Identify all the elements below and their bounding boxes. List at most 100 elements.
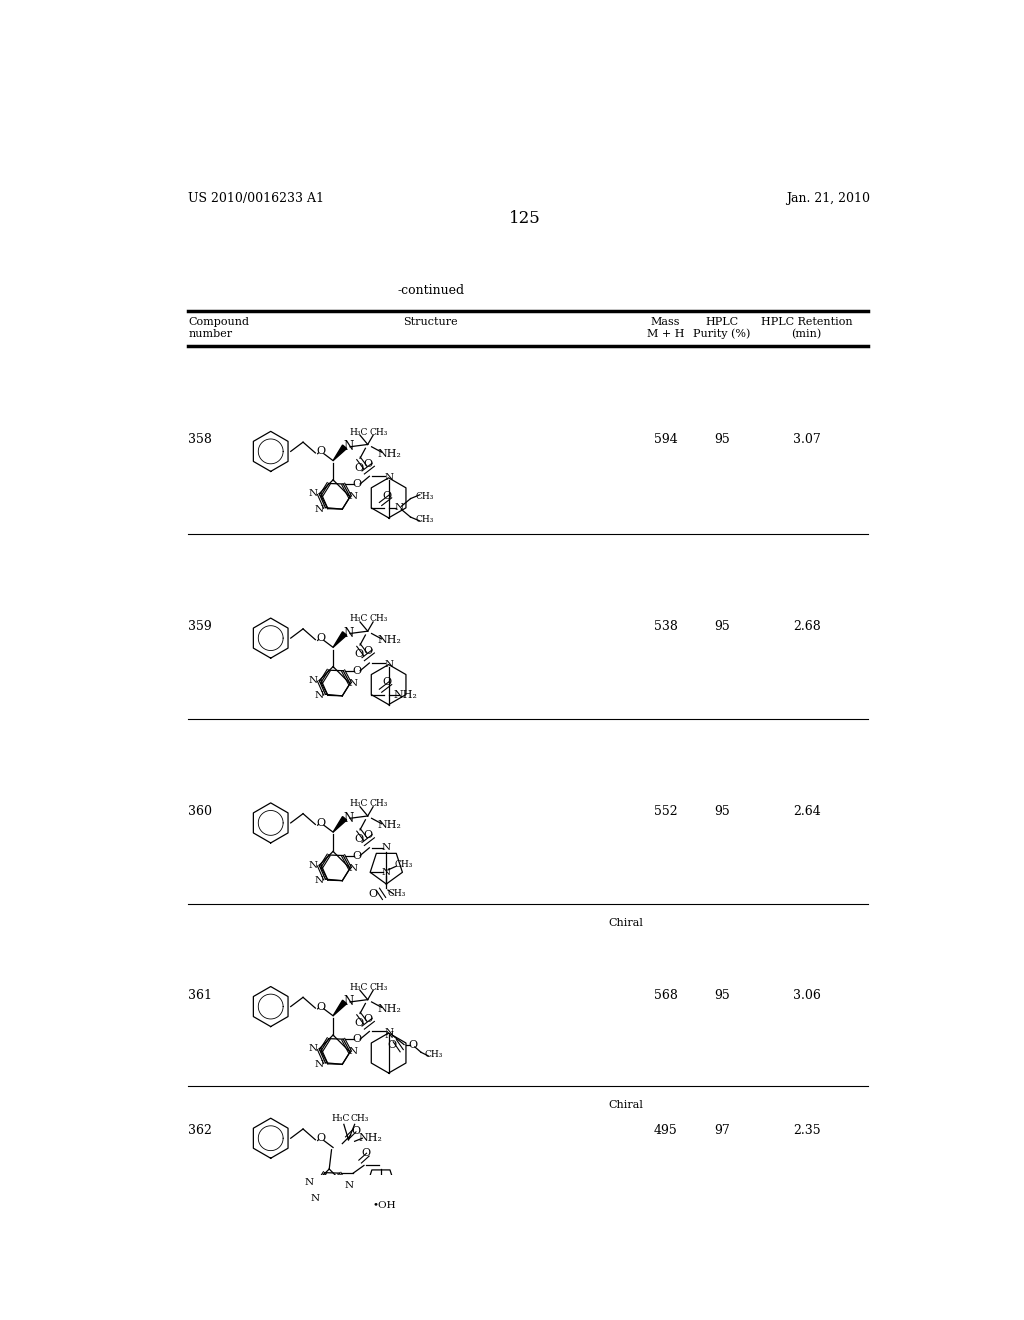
Text: CH₃: CH₃: [424, 1049, 442, 1059]
Text: 95: 95: [714, 433, 730, 446]
Text: N: N: [311, 1193, 319, 1203]
Text: H₃C: H₃C: [349, 428, 368, 437]
Text: O: O: [354, 834, 364, 843]
Text: O: O: [364, 645, 373, 656]
Text: CH₃: CH₃: [415, 492, 433, 500]
Text: 2.64: 2.64: [793, 805, 820, 818]
Text: number: number: [188, 329, 232, 339]
Text: N: N: [308, 676, 317, 685]
Text: 594: 594: [654, 433, 678, 446]
Polygon shape: [333, 817, 347, 832]
Text: O: O: [354, 462, 364, 473]
Text: NH₂: NH₂: [377, 1005, 401, 1014]
Text: NH₂: NH₂: [377, 820, 401, 830]
Text: NH₂: NH₂: [377, 449, 401, 458]
Text: 3.07: 3.07: [793, 433, 820, 446]
Text: Mass: Mass: [651, 317, 681, 327]
Text: O: O: [316, 634, 326, 643]
Text: •OH: •OH: [373, 1201, 396, 1210]
Text: O: O: [369, 888, 378, 899]
Text: 361: 361: [188, 989, 212, 1002]
Polygon shape: [333, 1001, 347, 1016]
Text: HPLC: HPLC: [706, 317, 738, 327]
Text: CH₃: CH₃: [370, 799, 388, 808]
Text: CH₃: CH₃: [415, 515, 433, 524]
Text: O: O: [352, 665, 361, 676]
Text: O: O: [352, 850, 361, 861]
Text: 552: 552: [654, 805, 678, 818]
Text: M + H: M + H: [647, 329, 684, 339]
Text: O: O: [382, 677, 391, 688]
Text: O: O: [316, 818, 326, 828]
Text: (min): (min): [792, 329, 821, 339]
Text: N: N: [314, 876, 324, 886]
Text: CH₃: CH₃: [387, 890, 406, 899]
Text: 538: 538: [653, 620, 678, 634]
Text: O: O: [354, 649, 364, 659]
Text: CH₃: CH₃: [395, 861, 414, 869]
Text: CH₃: CH₃: [370, 983, 388, 991]
Text: Jan. 21, 2010: Jan. 21, 2010: [785, 191, 869, 205]
Text: O: O: [354, 1018, 364, 1028]
Text: O: O: [364, 1014, 373, 1024]
Text: O: O: [316, 1134, 326, 1143]
Text: N: N: [382, 843, 391, 853]
Text: N: N: [394, 503, 403, 512]
Text: O: O: [360, 1148, 370, 1158]
Text: NH₂: NH₂: [377, 635, 401, 645]
Text: CH₃: CH₃: [370, 614, 388, 623]
Text: N: N: [348, 492, 357, 502]
Text: O: O: [316, 1002, 326, 1011]
Text: N: N: [308, 490, 317, 498]
Text: H₃C: H₃C: [349, 983, 368, 991]
Text: O: O: [351, 1126, 360, 1135]
Text: O: O: [316, 446, 326, 457]
Text: O: O: [364, 830, 373, 841]
Text: N: N: [384, 660, 393, 669]
Text: 97: 97: [714, 1125, 730, 1137]
Text: H₃C: H₃C: [332, 1114, 350, 1123]
Text: 95: 95: [714, 989, 730, 1002]
Text: N: N: [314, 692, 324, 701]
Text: N: N: [384, 1031, 393, 1040]
Text: Purity (%): Purity (%): [693, 329, 751, 339]
Text: 359: 359: [188, 620, 212, 634]
Text: 568: 568: [653, 989, 678, 1002]
Text: N: N: [348, 863, 357, 873]
Text: 95: 95: [714, 805, 730, 818]
Text: N: N: [308, 1044, 317, 1053]
Text: 495: 495: [654, 1125, 678, 1137]
Text: N: N: [348, 678, 357, 688]
Text: 2.68: 2.68: [793, 620, 820, 634]
Text: N: N: [343, 812, 353, 825]
Text: N: N: [381, 867, 390, 876]
Text: 95: 95: [714, 620, 730, 634]
Text: -continued: -continued: [397, 284, 465, 297]
Text: NH₂: NH₂: [358, 1134, 382, 1143]
Text: N: N: [304, 1179, 313, 1188]
Text: O: O: [352, 1034, 361, 1044]
Text: O: O: [387, 1040, 396, 1049]
Text: 360: 360: [188, 805, 212, 818]
Polygon shape: [333, 632, 347, 647]
Text: N: N: [384, 474, 393, 482]
Text: N: N: [343, 627, 353, 640]
Text: Structure: Structure: [403, 317, 458, 327]
Text: O: O: [352, 479, 361, 488]
Text: Chiral: Chiral: [608, 917, 643, 928]
Text: US 2010/0016233 A1: US 2010/0016233 A1: [188, 191, 325, 205]
Text: 358: 358: [188, 433, 212, 446]
Text: CH₃: CH₃: [370, 428, 388, 437]
Text: Chiral: Chiral: [608, 1101, 643, 1110]
Text: N: N: [343, 995, 353, 1008]
Text: CH₃: CH₃: [350, 1114, 369, 1123]
Text: N: N: [384, 1028, 393, 1038]
Text: 3.06: 3.06: [793, 989, 820, 1002]
Text: HPLC Retention: HPLC Retention: [761, 317, 852, 327]
Text: H₃C: H₃C: [349, 614, 368, 623]
Text: 2.35: 2.35: [793, 1125, 820, 1137]
Polygon shape: [333, 445, 347, 461]
Text: N: N: [308, 861, 317, 870]
Text: O: O: [364, 459, 373, 469]
Text: O: O: [409, 1040, 418, 1049]
